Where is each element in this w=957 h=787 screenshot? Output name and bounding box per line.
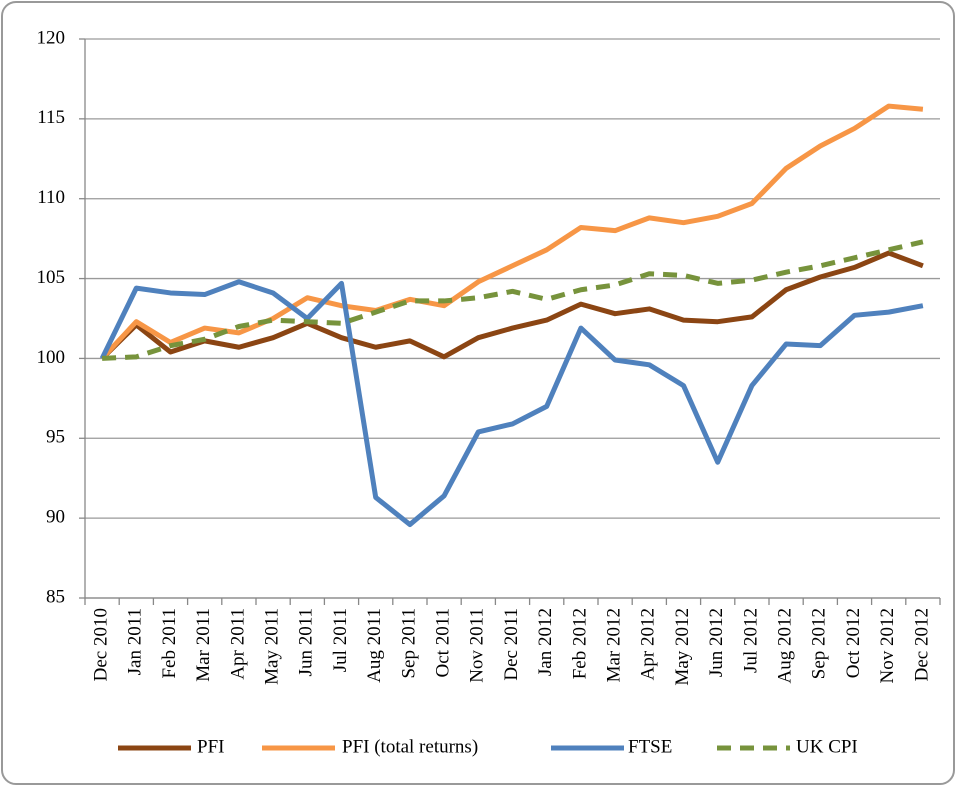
y-tick-label: 105 bbox=[37, 267, 66, 288]
legend-label: UK CPI bbox=[796, 736, 858, 757]
x-tick-label: Aug 2011 bbox=[364, 608, 385, 683]
y-tick-label: 110 bbox=[37, 187, 65, 208]
x-tick-label: Jul 2011 bbox=[330, 608, 351, 672]
x-tick-label: Nov 2012 bbox=[877, 608, 898, 683]
legend-label: FTSE bbox=[628, 736, 672, 757]
x-tick-label: Feb 2012 bbox=[569, 608, 590, 679]
x-tick-label: Jun 2011 bbox=[296, 608, 317, 676]
series-line bbox=[100, 103, 924, 361]
x-tick-label: Apr 2011 bbox=[227, 608, 248, 680]
series-line bbox=[99, 279, 924, 528]
x-tick-label: Mar 2012 bbox=[603, 608, 624, 682]
x-tick-label: Mar 2011 bbox=[193, 608, 214, 682]
x-tick-label: Jan 2012 bbox=[535, 608, 556, 676]
x-tick-label: May 2012 bbox=[672, 608, 693, 686]
x-tick-label: Dec 2011 bbox=[501, 608, 522, 681]
y-tick-label: 90 bbox=[46, 507, 65, 528]
x-tick-label: Jan 2011 bbox=[125, 608, 146, 675]
y-tick-label: 120 bbox=[37, 27, 66, 48]
x-tick-label: Feb 2011 bbox=[159, 608, 180, 679]
x-tick-label: Jun 2012 bbox=[706, 608, 727, 677]
legend-label: PFI (total returns) bbox=[342, 736, 478, 757]
x-tick-label: Aug 2012 bbox=[774, 608, 795, 683]
y-tick-label: 115 bbox=[37, 107, 65, 128]
y-tick-label: 100 bbox=[37, 347, 66, 368]
series-line bbox=[100, 250, 924, 361]
y-tick-label: 85 bbox=[46, 586, 65, 607]
x-tick-label: Jul 2012 bbox=[740, 608, 761, 673]
y-tick-label: 95 bbox=[46, 427, 65, 448]
x-tick-label: Dec 2010 bbox=[90, 608, 111, 681]
x-tick-label: Sep 2012 bbox=[809, 608, 830, 679]
x-tick-label: May 2011 bbox=[261, 608, 282, 685]
series-line bbox=[101, 239, 924, 361]
x-tick-label: Nov 2011 bbox=[467, 608, 488, 683]
x-tick-label: Apr 2012 bbox=[638, 608, 659, 680]
x-tick-label: Oct 2012 bbox=[843, 608, 864, 678]
x-tick-label: Sep 2011 bbox=[398, 608, 419, 679]
legend-label: PFI bbox=[197, 736, 224, 757]
x-tick-label: Oct 2011 bbox=[432, 608, 453, 677]
x-tick-label: Dec 2012 bbox=[911, 608, 932, 681]
